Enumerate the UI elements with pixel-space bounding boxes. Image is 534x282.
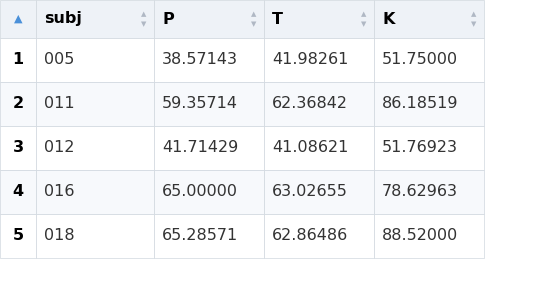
Text: 018: 018 [44,228,75,243]
Bar [374,0,484,38]
Text: 3: 3 [12,140,23,155]
Text: 62.36842: 62.36842 [272,96,348,111]
Text: ▲: ▲ [14,14,22,24]
Text: 012: 012 [44,140,75,155]
Text: 011: 011 [44,96,75,111]
Bar [0,38,36,82]
Text: 5: 5 [12,228,23,243]
Bar [0,170,36,214]
Text: 51.76923: 51.76923 [382,140,458,155]
Bar [264,214,374,258]
Bar [154,126,264,170]
Text: ▲: ▲ [142,11,147,17]
Text: 65.28571: 65.28571 [162,228,238,243]
Text: 78.62963: 78.62963 [382,184,458,199]
Text: subj: subj [44,12,82,27]
Text: 1: 1 [12,52,23,67]
Text: T: T [272,12,283,27]
Bar [154,82,264,126]
Bar [264,170,374,214]
Text: 4: 4 [12,184,23,199]
Bar [264,38,374,82]
Text: 88.52000: 88.52000 [382,228,458,243]
Text: 62.86486: 62.86486 [272,228,348,243]
Text: ▼: ▼ [362,21,367,27]
Text: ▲: ▲ [472,11,477,17]
Text: 51.75000: 51.75000 [382,52,458,67]
Text: 38.57143: 38.57143 [162,52,238,67]
Bar [374,170,484,214]
Bar [0,0,36,38]
Text: 86.18519: 86.18519 [382,96,459,111]
Bar [264,0,374,38]
Text: 005: 005 [44,52,74,67]
Text: 65.00000: 65.00000 [162,184,238,199]
Bar [374,214,484,258]
Text: 63.02655: 63.02655 [272,184,348,199]
Bar [0,126,36,170]
Text: ▼: ▼ [472,21,477,27]
Text: ▲: ▲ [252,11,257,17]
Bar [154,170,264,214]
Bar [154,0,264,38]
Bar [36,0,154,38]
Bar [36,170,154,214]
Text: 41.98261: 41.98261 [272,52,348,67]
Text: 59.35714: 59.35714 [162,96,238,111]
Text: ▼: ▼ [252,21,257,27]
Text: 2: 2 [12,96,23,111]
Bar [374,126,484,170]
Bar [36,38,154,82]
Text: ▼: ▼ [142,21,147,27]
Bar [374,38,484,82]
Bar [0,82,36,126]
Bar [0,214,36,258]
Text: 41.71429: 41.71429 [162,140,238,155]
Bar [36,126,154,170]
Bar [374,82,484,126]
Bar [36,82,154,126]
Bar [264,82,374,126]
Bar [264,126,374,170]
Text: K: K [382,12,395,27]
Bar [154,38,264,82]
Text: 41.08621: 41.08621 [272,140,348,155]
Bar [154,214,264,258]
Text: P: P [162,12,174,27]
Text: ▲: ▲ [362,11,367,17]
Text: 016: 016 [44,184,75,199]
Bar [36,214,154,258]
